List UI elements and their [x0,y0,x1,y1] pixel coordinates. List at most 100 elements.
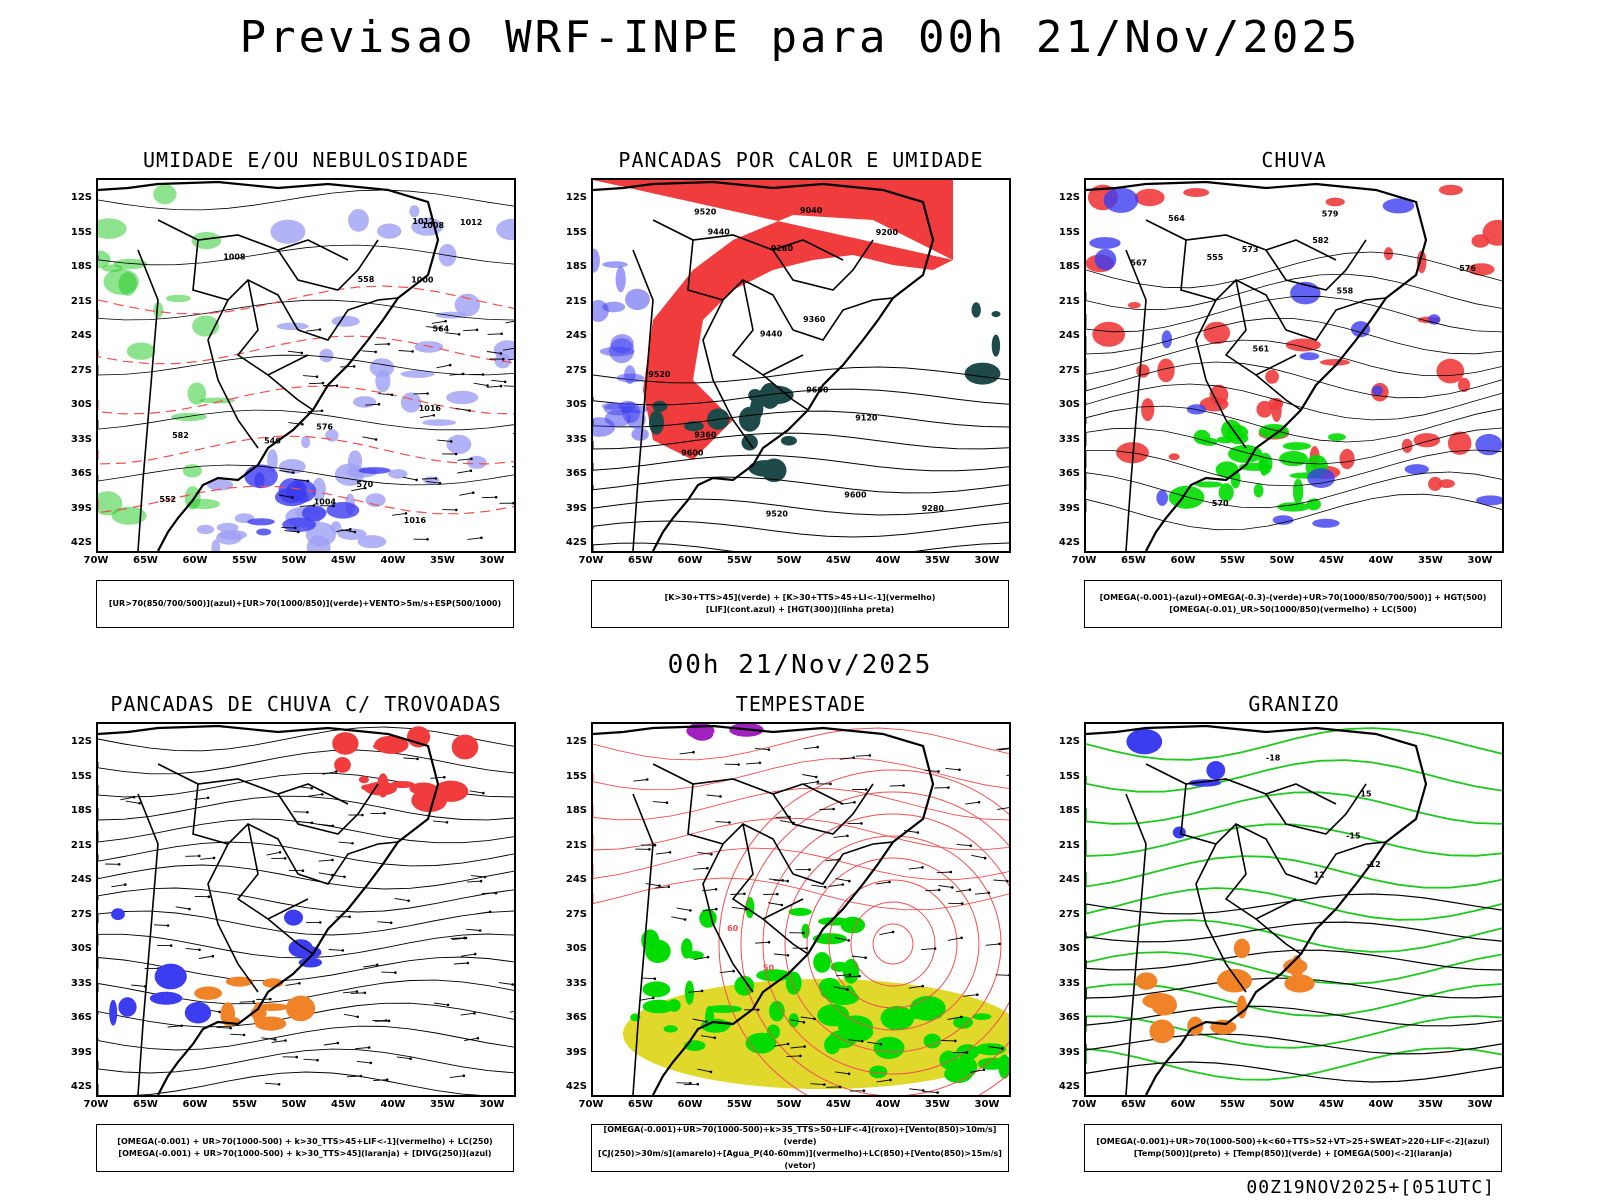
contour-label: 564 [1168,214,1185,223]
lat-tick-label: 39S [565,1046,587,1058]
contour-label: -12 [1366,860,1380,869]
contour-label: -18 [1266,754,1281,763]
lon-tick-label: 70W [1071,1099,1097,1110]
lon-tick-label: 45W [1319,555,1344,566]
lon-tick-label: 60W [1170,555,1196,566]
lon-tick-label: 55W [727,1099,752,1110]
lat-tick-label: 42S [1058,1081,1080,1092]
lon-tick-label: 40W [380,1099,406,1110]
lon-tick-label: 35W [1418,555,1443,566]
lat-tick-label: 39S [70,502,92,514]
lat-tick-label: 21S [70,295,92,307]
lon-tick-label: 30W [974,1099,1000,1110]
forecast-map: 1008 1008 1012 1016 1000 1004 1012 1016 570 582 57… [96,178,516,553]
contour-label: 50 [763,964,775,973]
lon-tick-label: 60W [677,555,703,566]
lat-tick-label: 42S [70,1081,92,1092]
contour-label: 570 [357,480,374,489]
contour-label: 1016 [404,516,427,525]
lat-tick-label: 36S [1058,468,1080,479]
contour-label: 9600 [681,448,704,457]
field-layer: -12 -15 -18 15 12 [1086,727,1502,1083]
lat-tick-label: 36S [1058,1012,1080,1023]
lat-tick-label: 36S [70,1012,92,1023]
lat-tick-label: 12S [70,736,92,747]
lat-tick-label: 33S [70,433,92,445]
lat-tick-label: 36S [70,468,92,479]
lat-tick-label: 30S [1058,943,1080,954]
contour-label: 576 [316,423,333,432]
contour-label: 9520 [766,510,789,519]
lat-tick-label: 21S [70,839,92,851]
field-layer: 582 579 576 573 570 567 564 561 558 555 [1086,184,1502,531]
contour-label: 1008 [223,252,246,261]
map-canvas: 9600 9600 9600 9520 9440 9520 9520 9440 9360 9360… [593,180,1009,551]
map-canvas [98,724,514,1095]
contour-label: 9520 [694,208,717,217]
field-layer: 1008100810121016100010041012101657058257… [98,184,514,551]
lon-tick-label: 45W [1319,1099,1344,1110]
panel-title: PANCADAS POR CALOR E UMIDADE [618,148,984,172]
lat-tick-label: 12S [565,736,587,747]
lat-tick-label: 15S [565,770,587,782]
lat-tick-label: 12S [70,192,92,203]
lon-tick-label: 40W [1368,1099,1394,1110]
contour-label: 9040 [800,206,823,215]
lat-tick-label: 36S [565,1012,587,1023]
lon-tick-label: 35W [925,1099,950,1110]
lon-tick-label: 65W [133,1099,158,1110]
lat-tick-label: 42S [565,537,587,548]
coastline-layer [593,180,935,551]
legend-line: [OMEGA(-0.001)+UR>70(1000-500)+k>35_TTS>… [603,1125,997,1146]
contour-label: 9520 [648,370,671,379]
lat-tick-label: 42S [70,537,92,548]
forecast-map: 50 60 [591,722,1011,1097]
lat-tick-label: 21S [565,839,587,851]
lat-tick-label: 12S [565,192,587,203]
contour-label: 9440 [760,329,783,338]
lat-tick-label: 24S [565,874,587,885]
legend-box: [OMEGA(-0.001)+UR>70(1000-500)+k<60+TTS>… [1084,1124,1502,1172]
contour-label: 546 [264,436,281,445]
lat-tick-label: 30S [1058,399,1080,410]
lat-tick-label: 36S [565,468,587,479]
lon-tick-label: 55W [1220,1099,1245,1110]
lon-tick-label: 45W [331,555,356,566]
lat-tick-label: 33S [565,977,587,989]
lat-tick-label: 27S [565,364,587,376]
contour-label: 9120 [855,413,878,422]
lat-tick-label: 33S [1058,433,1080,445]
lat-tick-label: 39S [70,1046,92,1058]
contour-label: 1016 [419,404,442,413]
contour-label: 552 [159,495,176,504]
lat-tick-label: 39S [1058,1046,1080,1058]
lon-tick-label: 60W [1170,1099,1196,1110]
contour-label: 579 [1322,209,1339,218]
coastline-layer [98,724,440,1095]
lat-tick-label: 24S [70,330,92,341]
legend-line: [OMEGA(-0.001) + UR>70(1000-500) + k>30_… [117,1137,493,1146]
main-title: Previsao WRF-INPE para 00h 21/Nov/2025 [239,12,1361,63]
lat-tick-label: 18S [565,805,587,816]
lon-tick-label: 65W [133,555,158,566]
contour-label: 9600 [844,491,867,500]
lat-tick-label: 24S [565,330,587,341]
contour-label: 582 [172,431,189,440]
contour-label: 573 [1242,245,1259,254]
contour-label: 15 [1360,790,1372,799]
lon-tick-label: 70W [1071,555,1097,566]
legend-line: [OMEGA(-0.001) + UR>70(1000-500) + k>30_… [118,1149,492,1158]
contour-label: 1004 [314,498,337,507]
coastline-layer [593,724,935,1095]
lat-tick-label: 30S [565,943,587,954]
lat-tick-label: 18S [565,261,587,272]
lon-tick-label: 60W [677,1099,703,1110]
lat-tick-label: 27S [565,908,587,920]
contour-label: 9440 [708,228,731,237]
lat-tick-label: 18S [1058,261,1080,272]
legend-line: [UR>70(850/700/500)](azul)+[UR>70(1000/8… [108,599,502,608]
lat-tick-label: 42S [1058,537,1080,548]
field-layer: 9600 9600 9600 9520 9440 9520 9520 9440 9360 9360… [593,180,1009,551]
lat-tick-label: 39S [1058,502,1080,514]
contour-label: 9360 [694,431,717,440]
